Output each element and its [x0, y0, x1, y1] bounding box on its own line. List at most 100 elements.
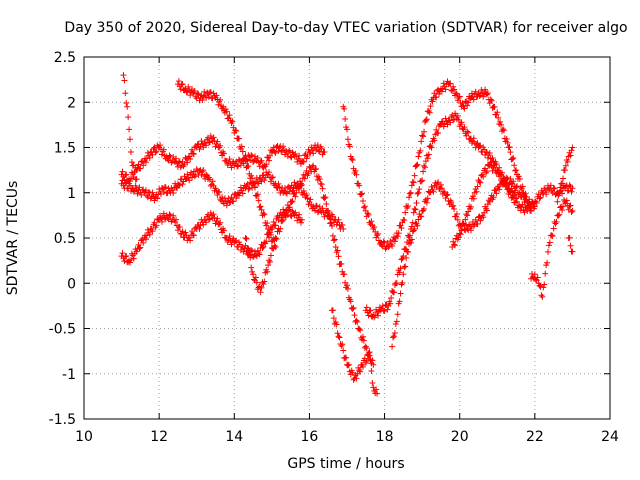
- data-point: [467, 203, 474, 210]
- data-point: [321, 149, 328, 156]
- data-point: [280, 216, 287, 223]
- data-point: [300, 158, 307, 165]
- data-point: [366, 352, 373, 359]
- data-point: [447, 119, 454, 126]
- data-point: [454, 112, 461, 119]
- data-point: [144, 149, 151, 156]
- data-point: [291, 179, 298, 186]
- data-point: [340, 225, 347, 232]
- data-point: [568, 188, 575, 195]
- data-point: [566, 203, 573, 210]
- data-point: [468, 90, 475, 97]
- data-point: [547, 182, 554, 189]
- data-point: [451, 206, 458, 213]
- data-point: [343, 354, 350, 361]
- data-point: [276, 183, 283, 190]
- data-point: [143, 192, 150, 199]
- data-point: [443, 192, 450, 199]
- data-point: [440, 80, 447, 87]
- data-point: [323, 201, 330, 208]
- data-point: [448, 199, 455, 206]
- data-point: [273, 236, 280, 243]
- data-point: [410, 209, 417, 216]
- data-point: [359, 363, 366, 370]
- data-point: [264, 220, 271, 227]
- data-point: [170, 212, 177, 219]
- data-point: [421, 162, 428, 169]
- data-point: [176, 182, 183, 189]
- data-point: [396, 269, 403, 276]
- data-point: [269, 174, 276, 181]
- data-point: [499, 126, 506, 133]
- data-point: [384, 306, 391, 313]
- data-point: [210, 134, 217, 141]
- data-point: [272, 235, 279, 241]
- data-point: [258, 178, 265, 185]
- data-point: [409, 219, 416, 226]
- data-point: [374, 232, 381, 239]
- data-point: [397, 265, 404, 272]
- data-point: [397, 290, 404, 297]
- data-point: [350, 376, 357, 383]
- data-point: [380, 238, 387, 245]
- x-tick-label: 18: [376, 429, 394, 445]
- data-point: [212, 143, 219, 150]
- data-point: [201, 88, 208, 95]
- data-point: [185, 83, 192, 90]
- data-point: [390, 334, 397, 341]
- data-point: [513, 167, 520, 174]
- data-point: [450, 238, 457, 245]
- data-point: [340, 347, 347, 354]
- data-point: [319, 185, 326, 192]
- data-point: [459, 100, 466, 107]
- data-point: [300, 187, 307, 194]
- x-tick-label: 12: [150, 429, 168, 445]
- data-point: [543, 191, 550, 198]
- data-point: [219, 194, 226, 201]
- data-point: [569, 248, 576, 255]
- data-point: [266, 152, 273, 159]
- data-point: [363, 345, 370, 352]
- data-point: [232, 238, 239, 245]
- data-point: [245, 246, 252, 253]
- data-point: [431, 137, 438, 144]
- data-point: [554, 198, 561, 205]
- data-point: [553, 218, 560, 225]
- data-point: [286, 204, 293, 211]
- data-point: [566, 234, 573, 241]
- data-point: [149, 189, 156, 196]
- data-point: [260, 243, 267, 250]
- data-point: [419, 132, 426, 139]
- data-point: [464, 128, 471, 135]
- data-point: [363, 358, 370, 365]
- series-track-e: [174, 78, 279, 251]
- data-point: [394, 311, 401, 318]
- data-point: [351, 312, 358, 319]
- data-point: [257, 203, 264, 210]
- data-point: [288, 213, 295, 220]
- data-point: [435, 130, 442, 137]
- data-point: [405, 194, 412, 201]
- data-point: [160, 189, 167, 196]
- data-point: [146, 154, 153, 161]
- data-point: [458, 227, 465, 234]
- data-point: [421, 164, 428, 171]
- data-point: [173, 155, 180, 162]
- data-point: [239, 190, 246, 197]
- data-point: [280, 143, 287, 150]
- data-point: [555, 212, 562, 219]
- data-point: [560, 175, 567, 182]
- series-track-g: [328, 307, 381, 397]
- data-point: [132, 182, 139, 189]
- data-point: [387, 300, 394, 307]
- data-point: [122, 172, 129, 179]
- data-point: [125, 114, 132, 121]
- data-point: [412, 206, 419, 213]
- y-tick-label: 1: [67, 186, 76, 202]
- data-point: [498, 171, 505, 178]
- data-point: [373, 386, 380, 393]
- data-point: [149, 228, 156, 235]
- data-point: [226, 112, 233, 119]
- data-point: [483, 207, 490, 214]
- data-point: [357, 327, 364, 334]
